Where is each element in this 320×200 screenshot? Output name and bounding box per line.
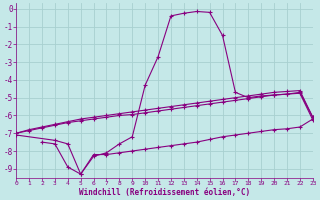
X-axis label: Windchill (Refroidissement éolien,°C): Windchill (Refroidissement éolien,°C) — [79, 188, 250, 197]
